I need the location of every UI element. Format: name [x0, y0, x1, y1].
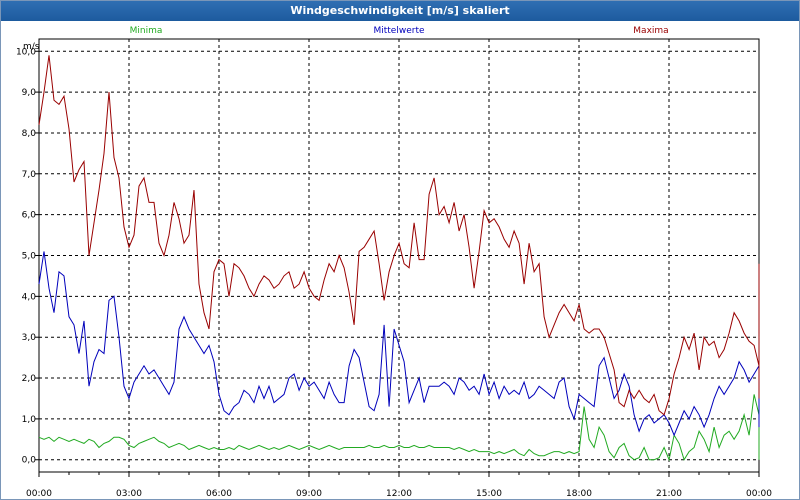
x-tick-time: 00:00	[26, 489, 52, 499]
plot-area	[35, 38, 760, 477]
x-tick-time: 12:00	[386, 489, 412, 499]
x-tick-time: 09:00	[296, 489, 322, 499]
x-tick-time: 00:00	[746, 489, 772, 499]
y-tick-label: 7,0	[22, 170, 37, 180]
y-tick-label: 9,0	[22, 88, 37, 98]
x-tick-time: 03:00	[116, 489, 142, 499]
x-tick-time: 15:00	[476, 489, 502, 499]
x-tick-time: 21:00	[656, 489, 682, 499]
y-tick-label: 0,0	[22, 456, 37, 466]
series-line-mean	[38, 251, 760, 437]
y-tick-label: 3,0	[22, 333, 37, 343]
y-tick-label: 8,0	[22, 129, 37, 139]
legend-minima: Minima	[130, 26, 163, 36]
wind-speed-chart: m/s Minima Mittelwerte Maxima 0,0 1,0 2,0 3…	[16, 26, 772, 499]
y-tick-label: 4,0	[22, 292, 37, 302]
y-tick-label: 5,0	[22, 252, 37, 262]
legend-maxima: Maxima	[633, 26, 668, 36]
series-line-max	[38, 55, 760, 416]
y-unit-label: m/s	[23, 42, 40, 52]
x-tick-time: 06:00	[206, 489, 232, 499]
y-tick-label: 6,0	[22, 211, 37, 221]
y-tick-label: 1,0	[22, 415, 37, 425]
y-tick-label: 2,0	[22, 374, 37, 384]
window-title: Windgeschwindigkeit [m/s] skaliert	[1, 1, 799, 21]
legend-mittelwerte: Mittelwerte	[373, 26, 424, 36]
x-tick-time: 18:00	[566, 489, 592, 499]
y-tick-label: 10,0	[16, 47, 36, 57]
series-line-min	[38, 386, 760, 462]
